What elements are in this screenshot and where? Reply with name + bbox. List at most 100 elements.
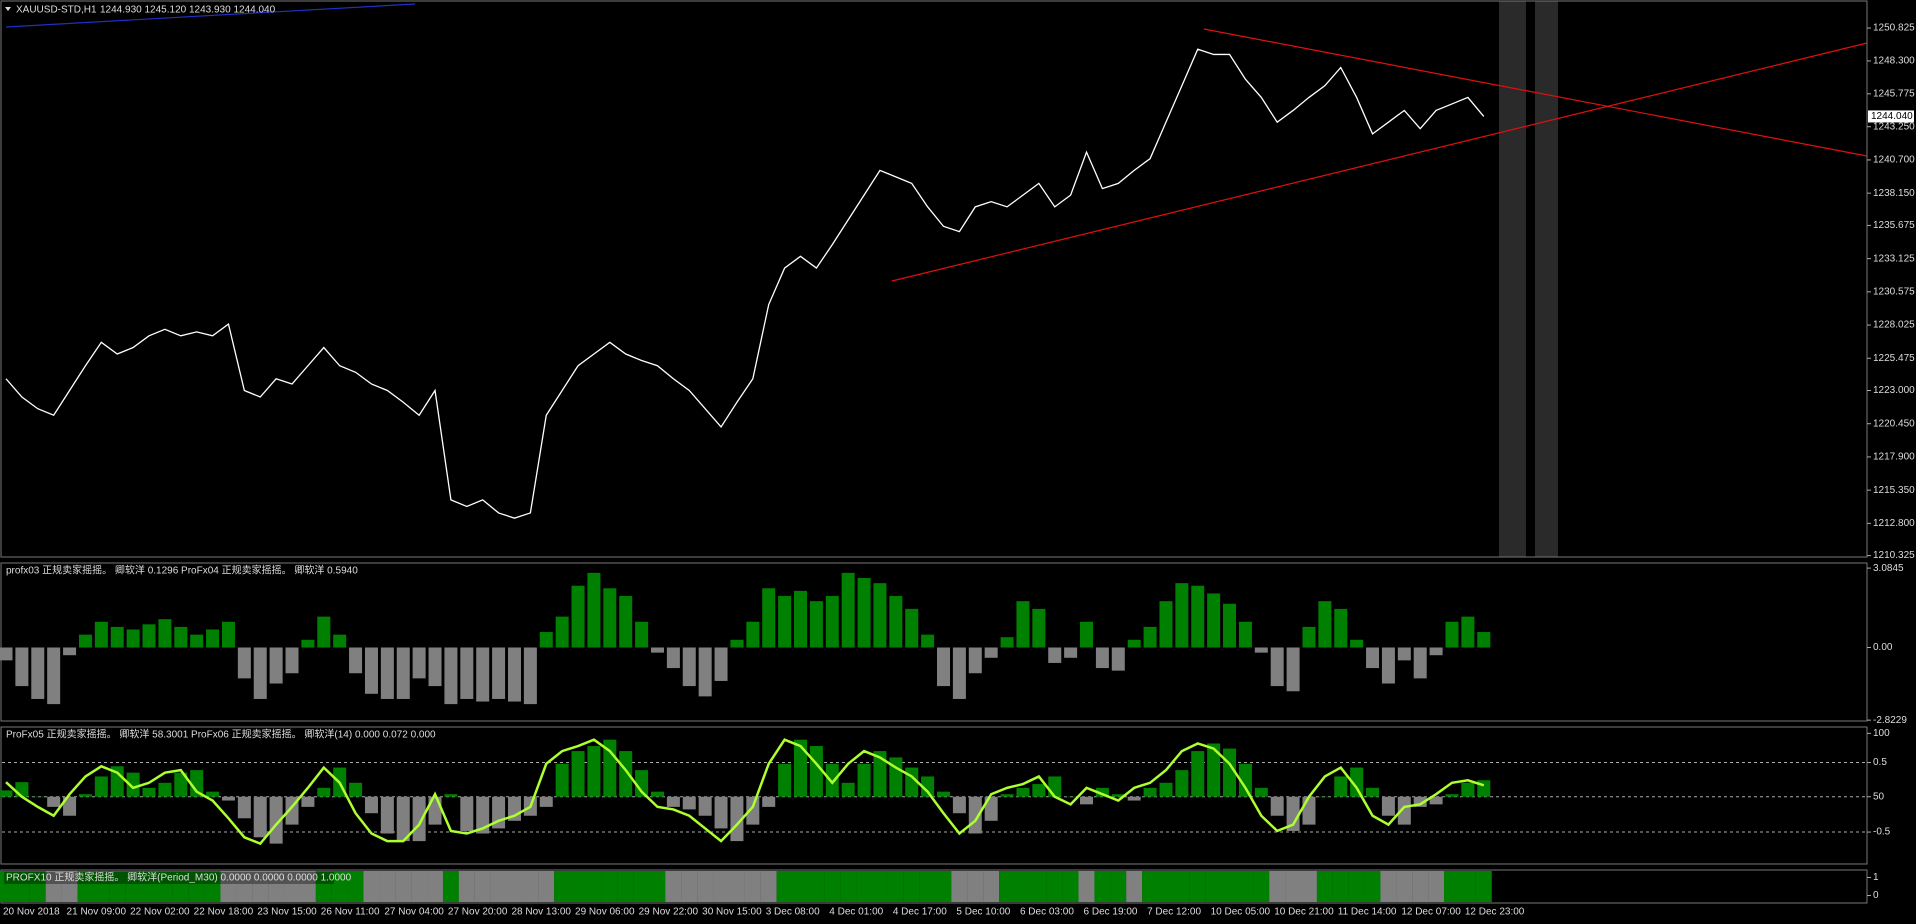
state-bar xyxy=(299,871,316,902)
y-tick-label: 1225.475 xyxy=(1873,353,1915,364)
histogram-bar xyxy=(428,647,442,687)
histogram-bar xyxy=(794,590,807,648)
chart-subtitle: 1244.930 1245.120 1243.930 1244.040 xyxy=(100,5,276,16)
x-tick-label: 27 Nov 20:00 xyxy=(448,907,508,918)
panel-title: ProFx05 正规卖家摇摇。 卿软洋 58.3001 ProFx06 正规卖家… xyxy=(6,728,436,741)
state-bar xyxy=(570,871,587,902)
histogram-bar xyxy=(635,621,649,648)
histogram-bar xyxy=(142,787,156,797)
state-bar xyxy=(236,871,253,902)
state-bar xyxy=(919,871,936,902)
menu-arrow[interactable] xyxy=(5,7,11,11)
state-bar xyxy=(13,871,30,902)
histogram-bar xyxy=(1334,776,1348,797)
histogram-bar xyxy=(1143,787,1157,797)
histogram-bar xyxy=(619,596,633,648)
histogram-bar xyxy=(1350,639,1364,648)
state-bar xyxy=(1459,871,1476,902)
histogram-bar xyxy=(746,621,760,648)
y-tick-label: -2.8229 xyxy=(1873,715,1907,726)
state-bar xyxy=(1364,871,1381,902)
histogram-bar xyxy=(587,746,601,797)
histogram-bar xyxy=(698,796,712,816)
histogram-bar xyxy=(650,791,664,797)
state-bar xyxy=(999,871,1016,902)
histogram-bar xyxy=(1461,782,1475,797)
histogram-bar xyxy=(206,791,220,797)
panel-title: PROFX10 正规卖家摇摇。 卿软洋(Period_M30) 0.0000 0… xyxy=(6,871,352,884)
histogram-bar xyxy=(746,796,760,825)
state-bar xyxy=(1316,871,1333,902)
state-bar xyxy=(188,871,205,902)
x-tick-label: 29 Nov 22:00 xyxy=(639,907,699,918)
histogram-bar xyxy=(1064,796,1078,798)
histogram-bar xyxy=(444,794,458,797)
state-bar xyxy=(363,871,380,902)
state-bar xyxy=(331,871,348,902)
state-bar xyxy=(204,871,221,902)
state-bar xyxy=(29,871,46,902)
x-tick-label: 27 Nov 04:00 xyxy=(384,907,444,918)
histogram-bar xyxy=(952,647,966,699)
session-band xyxy=(1499,1,1526,557)
histogram-bar xyxy=(1318,796,1332,798)
histogram-bar xyxy=(539,796,553,807)
state-bar xyxy=(347,871,364,902)
histogram-bar xyxy=(1445,621,1459,648)
state-bar xyxy=(1253,871,1270,902)
histogram-bar xyxy=(1254,647,1268,653)
histogram-bar xyxy=(237,647,251,679)
histogram-bar xyxy=(47,647,61,705)
histogram-bar xyxy=(1254,787,1268,797)
histogram-bar xyxy=(873,583,887,648)
histogram-bar xyxy=(937,647,951,687)
histogram-bar xyxy=(110,766,124,797)
state-bar xyxy=(554,871,571,902)
state-bar xyxy=(1285,871,1302,902)
state-bar xyxy=(1269,871,1286,902)
histogram-bar xyxy=(1175,770,1189,797)
histogram-bar xyxy=(364,796,378,814)
histogram-bar xyxy=(460,647,474,699)
state-bar xyxy=(1014,871,1031,902)
state-bar xyxy=(633,871,650,902)
histogram-bar xyxy=(221,621,235,648)
y-tick-label: 1245.775 xyxy=(1873,88,1915,99)
histogram-bar xyxy=(1080,621,1094,648)
histogram-bar xyxy=(635,770,649,797)
histogram-bar xyxy=(730,639,744,648)
histogram-bar xyxy=(968,647,982,674)
histogram-bar xyxy=(126,629,140,648)
y-tick-label: 1215.350 xyxy=(1873,485,1915,496)
histogram-bar xyxy=(1111,647,1125,671)
histogram-bar xyxy=(794,739,807,797)
session-band xyxy=(1535,1,1558,557)
x-tick-label: 6 Dec 03:00 xyxy=(1020,907,1074,918)
histogram-bar xyxy=(587,572,601,648)
state-bar xyxy=(538,871,555,902)
histogram-bar xyxy=(317,616,331,648)
state-bar xyxy=(1380,871,1397,902)
histogram-bar xyxy=(412,796,426,842)
state-bar xyxy=(871,871,888,902)
histogram-bar xyxy=(921,634,935,648)
y-tick-label: 1210.325 xyxy=(1873,550,1915,561)
x-tick-label: 22 Nov 18:00 xyxy=(194,907,254,918)
histogram-bar xyxy=(31,647,45,699)
state-bar xyxy=(1046,871,1063,902)
panel-frame xyxy=(0,562,1868,722)
histogram-bar xyxy=(825,596,839,648)
histogram-bar xyxy=(507,647,521,702)
histogram-bar xyxy=(921,776,935,797)
y-tick-label: 1243.250 xyxy=(1873,121,1915,132)
histogram-bar xyxy=(1381,796,1395,816)
y-tick-label: 1235.675 xyxy=(1873,220,1915,231)
histogram-bar xyxy=(301,796,315,807)
histogram-bar xyxy=(1223,603,1237,648)
histogram-bar xyxy=(349,647,363,674)
state-bar xyxy=(1475,871,1492,902)
state-bar xyxy=(1030,871,1047,902)
state-bar xyxy=(792,871,809,902)
